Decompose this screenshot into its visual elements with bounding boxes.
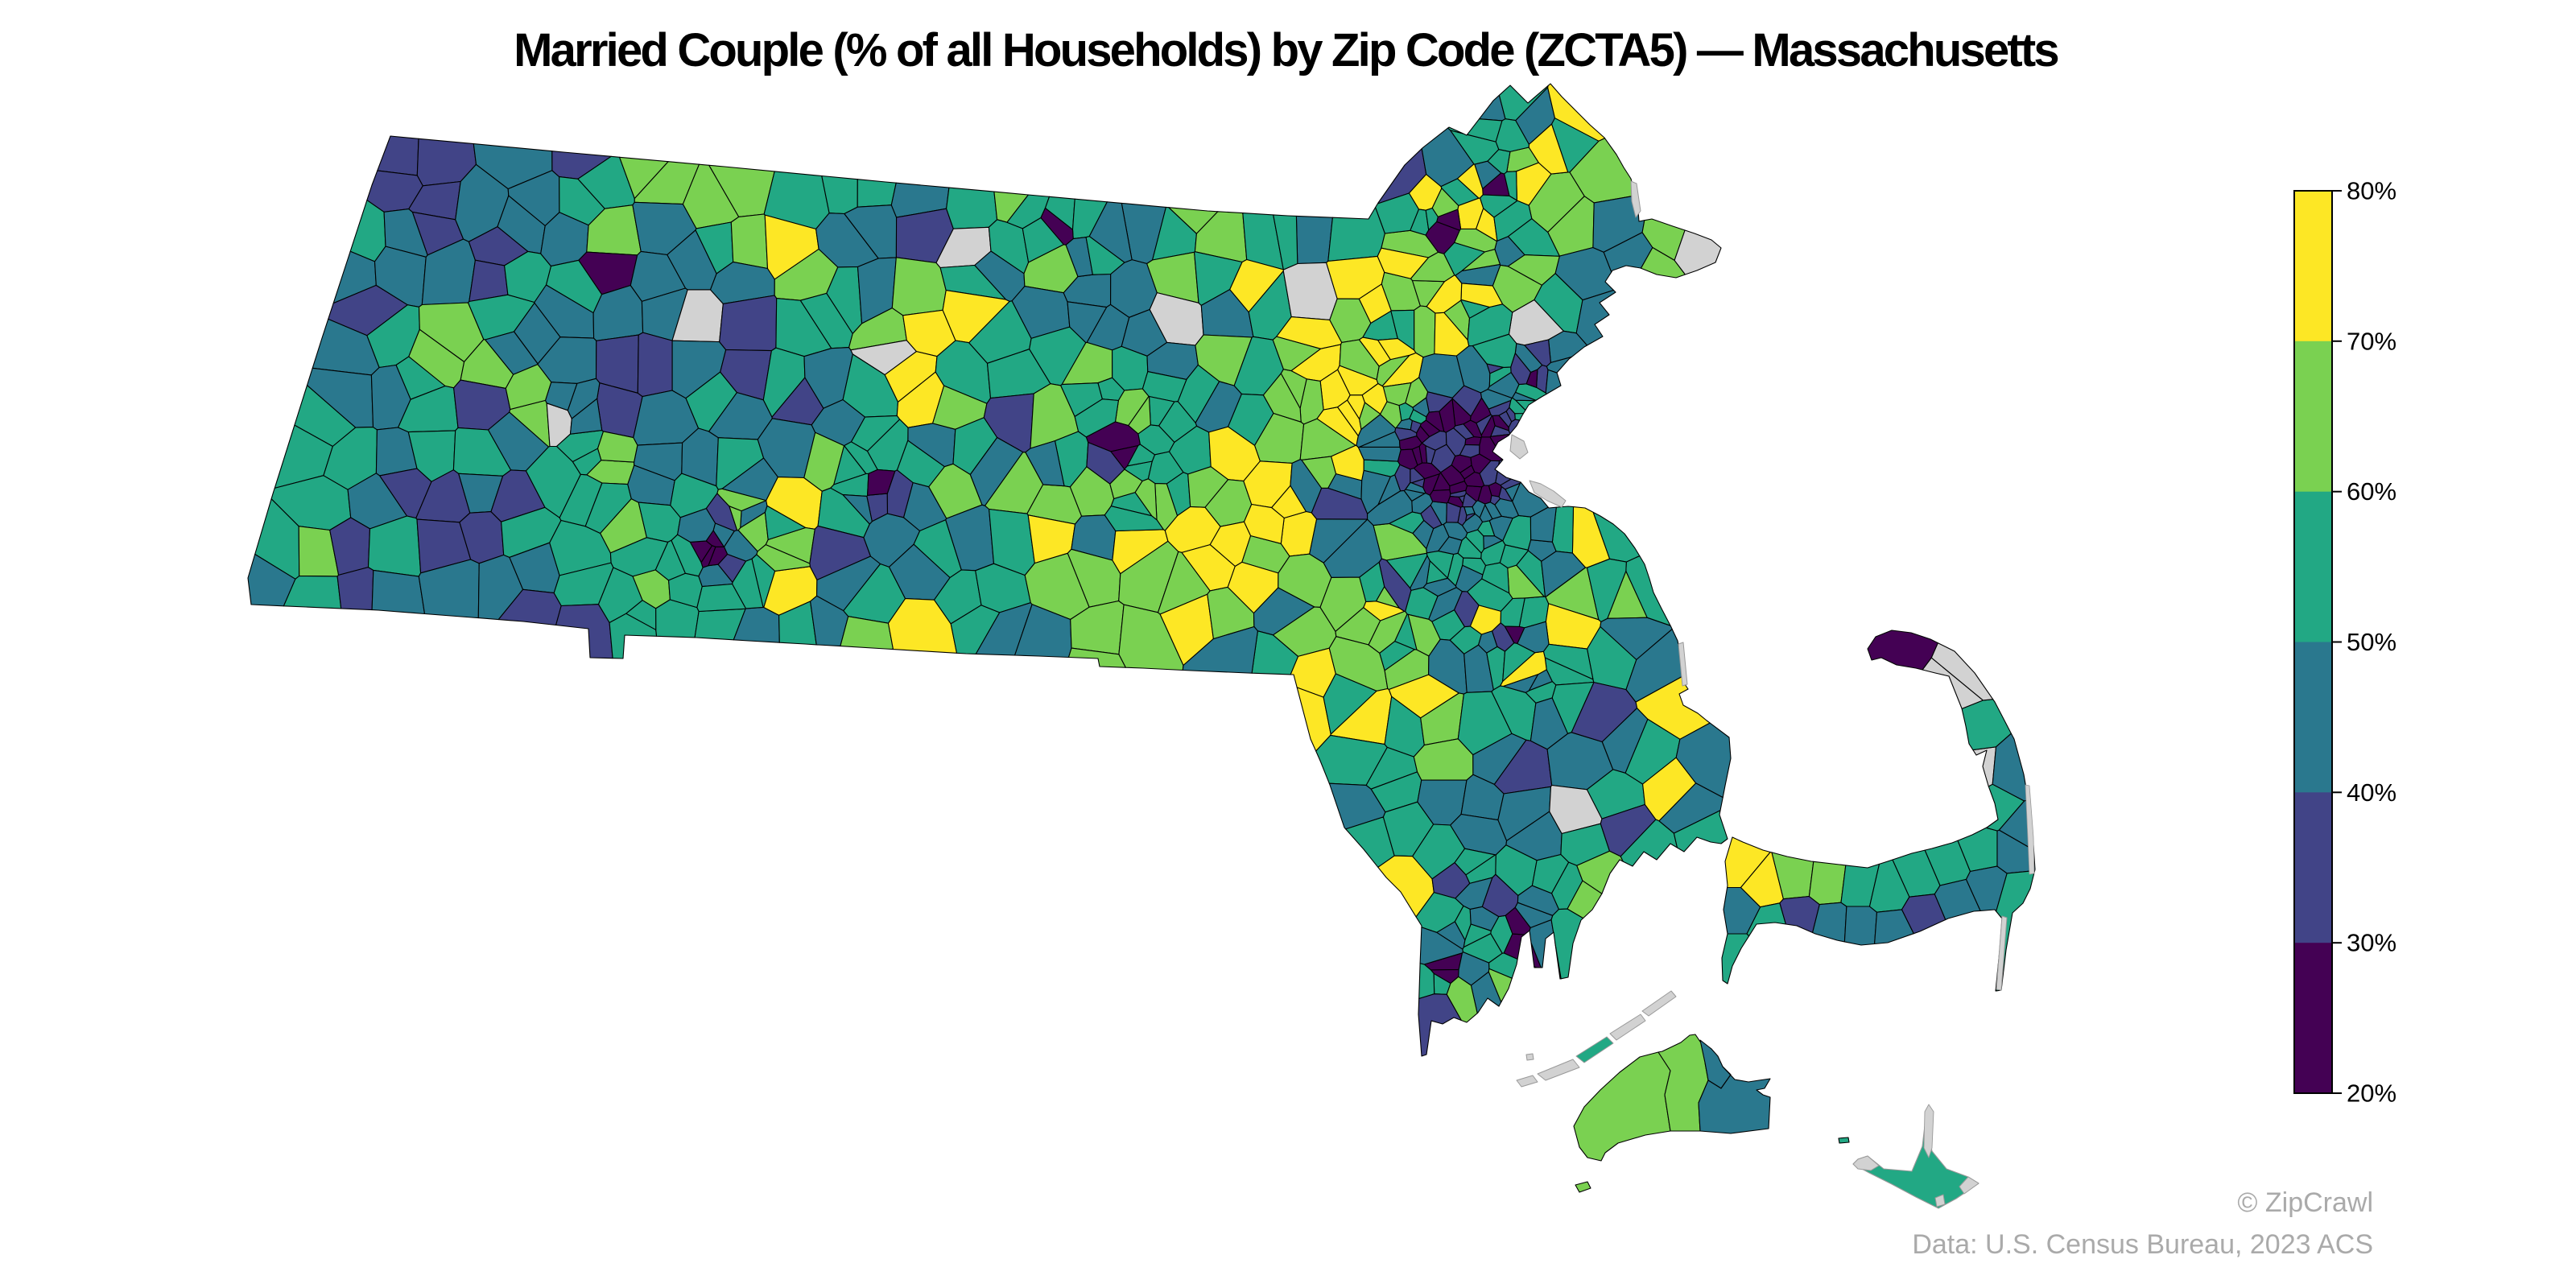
svg-text:40%: 40%: [2347, 778, 2396, 807]
svg-text:© ZipCrawl: © ZipCrawl: [2237, 1187, 2373, 1218]
svg-text:70%: 70%: [2347, 327, 2396, 355]
svg-text:30%: 30%: [2347, 929, 2396, 957]
svg-text:80%: 80%: [2347, 177, 2396, 205]
svg-text:20%: 20%: [2347, 1080, 2396, 1108]
svg-text:Married Couple (% of all House: Married Couple (% of all Households) by …: [514, 24, 2058, 76]
svg-text:Data: U.S. Census Bureau, 2023: Data: U.S. Census Bureau, 2023 ACS: [1912, 1229, 2373, 1260]
svg-text:60%: 60%: [2347, 477, 2396, 506]
svg-text:50%: 50%: [2347, 628, 2396, 656]
